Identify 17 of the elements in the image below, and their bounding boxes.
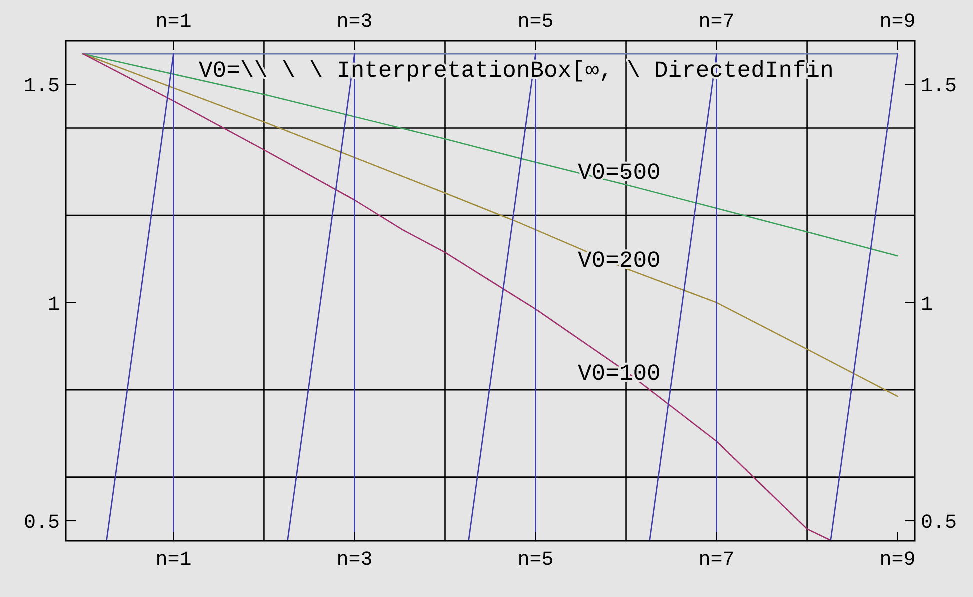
x2-tick-label: n=3 [336,549,373,572]
y-tick-label: 0.5 [24,512,60,535]
line-series [82,53,898,398]
x-tick-label: n=7 [698,11,735,34]
x-tick-label: n=9 [880,11,916,34]
y-tick-label: 1 [48,294,60,317]
x2-tick-label: n=7 [698,549,735,572]
y2-tick-label: 0.5 [921,512,958,535]
x-tick-label: n=1 [156,11,192,34]
x2-tick-label: n=9 [880,549,916,572]
x-tick-label: n=3 [336,11,373,34]
y2-tick-label: 1.5 [921,76,958,99]
y-tick-label: 1.5 [24,76,60,99]
x-tick-label: n=5 [518,11,554,34]
x2-tick-label: n=1 [156,549,192,572]
x2-tick-label: n=5 [518,549,554,572]
y2-tick-label: 1 [921,294,934,317]
